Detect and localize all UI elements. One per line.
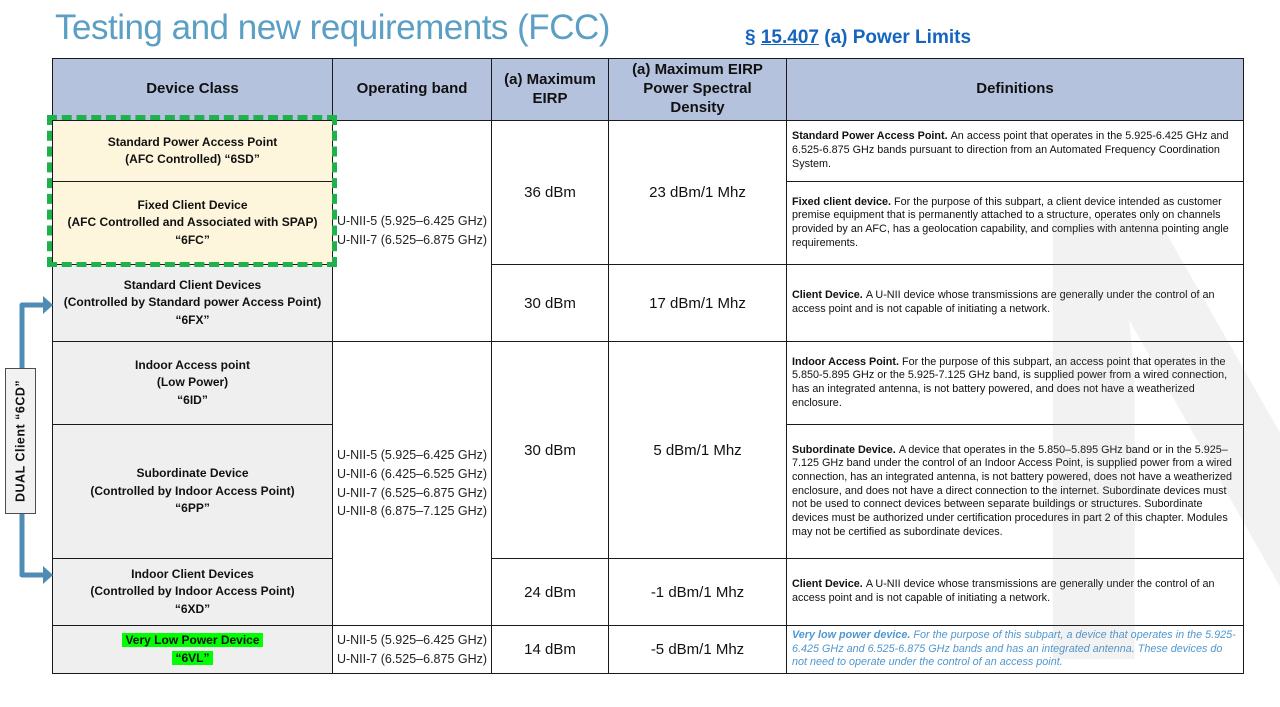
header-device-class: Device Class [52, 58, 333, 121]
cell-device-indoor-ap: Indoor Access point (Low Power) “6ID” [52, 341, 333, 425]
cell-psd-indoor-client: -1 dBm/1 Mhz [608, 558, 787, 626]
cell-device-very-low-power: Very Low Power Device “6VL” [52, 624, 333, 675]
header-definitions: Definitions [786, 58, 1244, 121]
section-number-link[interactable]: 15.407 [760, 27, 819, 48]
dual-client-bracket-arrows [19, 296, 53, 584]
subtitle: § 15.407 (a) Power Limits [745, 27, 971, 49]
cell-band-group3: U-NII-5 (5.925–6.425 GHz) U-NII-7 (6.525… [332, 624, 492, 675]
cell-def-subordinate: Subordinate Device. A device that operate… [786, 424, 1244, 559]
header-row: Device Class Operating band (a) Maximum … [52, 58, 1244, 121]
cell-psd-group2: 5 dBm/1 Mhz [608, 341, 787, 559]
subtitle-rest: (a) Power Limits [818, 27, 972, 48]
row-very-low-power: Very Low Power Device “6VL” U-NII-5 (5.92… [52, 624, 1244, 675]
cell-def-indoor-client: Client Device. A U-NII device whose trans… [786, 558, 1244, 626]
cell-def-standard-power-ap: Standard Power Access Point. An access po… [786, 120, 1244, 182]
cell-def-indoor-ap: Indoor Access Point. For the purpose of t… [786, 341, 1244, 425]
cell-device-indoor-client: Indoor Client Devices (Controlled by Ind… [52, 558, 333, 626]
row-indoor-client: Indoor Client Devices (Controlled by Ind… [52, 558, 1244, 626]
section-symbol: § [745, 27, 761, 48]
row-subordinate: Subordinate Device (Controlled by Indoor… [52, 424, 1244, 559]
cell-psd-standard-client: 17 dBm/1 Mhz [608, 264, 787, 342]
cell-band-group2: U-NII-5 (5.925–6.425 GHz) U-NII-6 (6.425… [332, 341, 492, 626]
cell-psd-very-low-power: -5 dBm/1 Mhz [608, 624, 787, 675]
power-limits-table: Device Class Operating band (a) Maximum … [52, 58, 1244, 675]
cell-def-fixed-client: Fixed client device. For the purpose of t… [786, 181, 1244, 265]
cell-def-very-low-power: Very low power device. For the purpose of… [786, 624, 1244, 675]
cell-eirp-standard-client: 30 dBm [491, 264, 609, 342]
row-standard-client: Standard Client Devices (Controlled by S… [52, 264, 1244, 342]
row-fixed-client: Fixed Client Device (AFC Controlled and … [52, 181, 1244, 265]
arrow-top-icon [43, 296, 53, 314]
cell-device-standard-client: Standard Client Devices (Controlled by S… [52, 264, 333, 342]
header-max-eirp-psd: (a) Maximum EIRP Power Spectral Density [608, 58, 787, 121]
cell-psd-group1: 23 dBm/1 Mhz [608, 120, 787, 265]
row-standard-power-ap: Standard Power Access Point (AFC Control… [52, 120, 1244, 342]
vlp-highlight-line2: “6VL” [172, 650, 213, 665]
cell-device-fixed-client: Fixed Client Device (AFC Controlled and … [52, 181, 333, 265]
cell-device-standard-power-ap: Standard Power Access Point (AFC Control… [52, 120, 333, 182]
cell-eirp-indoor-client: 24 dBm [491, 558, 609, 626]
cell-eirp-group2: 30 dBm [491, 341, 609, 559]
cell-band-group1: U-NII-5 (5.925–6.425 GHz) U-NII-7 (6.525… [332, 120, 492, 342]
cell-device-subordinate: Subordinate Device (Controlled by Indoor… [52, 424, 333, 559]
cell-eirp-very-low-power: 14 dBm [491, 624, 609, 675]
row-indoor-ap: Indoor Access point (Low Power) “6ID” U-… [52, 341, 1244, 626]
dual-client-label: DUAL Client “6CD” [5, 368, 36, 514]
arrow-bottom-icon [43, 566, 53, 584]
cell-def-standard-client: Client Device. A U-NII device whose trans… [786, 264, 1244, 342]
header-operating-band: Operating band [332, 58, 492, 121]
vlp-highlight-line1: Very Low Power Device [122, 633, 263, 648]
page-title: Testing and new requirements (FCC) [55, 8, 610, 47]
cell-eirp-group1: 36 dBm [491, 120, 609, 265]
header-max-eirp: (a) Maximum EIRP [491, 58, 609, 121]
